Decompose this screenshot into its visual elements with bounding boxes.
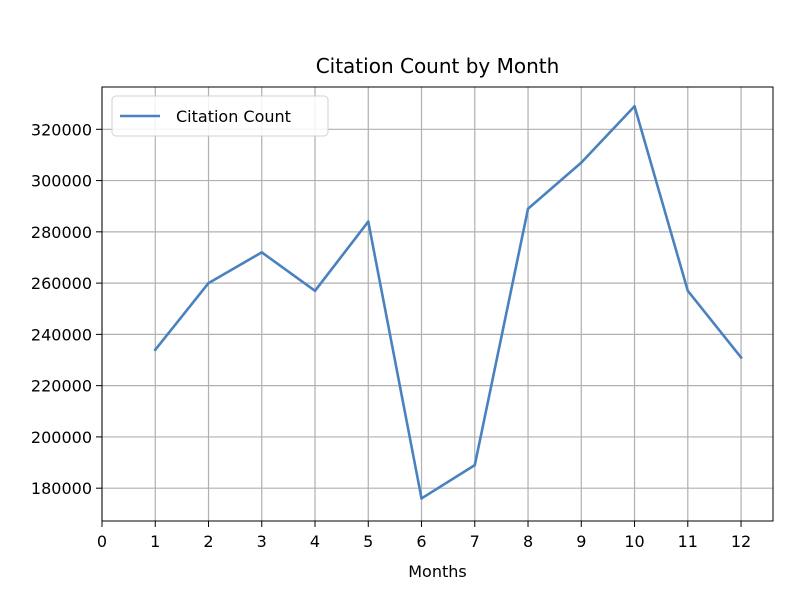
- chart-title: Citation Count by Month: [316, 54, 560, 78]
- series-line-citation-count: [153, 104, 743, 500]
- data-point: [420, 497, 423, 500]
- x-tick-label: 8: [523, 532, 533, 551]
- x-tick-label: 5: [363, 532, 373, 551]
- data-point: [739, 356, 743, 359]
- x-tick-label: 3: [257, 532, 267, 551]
- x-tick-label: 2: [203, 532, 213, 551]
- x-tick-label: 6: [416, 532, 426, 551]
- y-tick-label: 320000: [31, 120, 92, 139]
- y-tick-label: 300000: [31, 172, 92, 191]
- data-point: [207, 281, 210, 285]
- data-point: [579, 161, 583, 164]
- y-tick-label: 180000: [31, 479, 92, 498]
- data-point: [473, 463, 477, 467]
- x-tick-label: 1: [150, 532, 160, 551]
- grid-lines: [101, 87, 773, 521]
- data-point: [313, 289, 317, 293]
- x-tick-label: 10: [624, 532, 644, 551]
- y-tick-label: 280000: [31, 223, 92, 242]
- data-point: [260, 251, 264, 254]
- data-point: [633, 104, 636, 108]
- legend-box: [111, 95, 329, 137]
- series-layer: [153, 104, 743, 500]
- data-point: [366, 220, 370, 223]
- x-tick-label: 0: [97, 532, 107, 551]
- x-tick-label: 9: [576, 532, 586, 551]
- plot-area-frame: [101, 86, 774, 522]
- x-tick-label: 4: [310, 532, 320, 551]
- x-tick-label: 12: [731, 532, 751, 551]
- y-axis: 180000 200000 220000 240000 260000 280000 3000…: [31, 120, 102, 498]
- legend-label: Citation Count: [176, 107, 291, 126]
- x-axis: 0 1 2 3 4 5 6 7 8 9 10 11 12: [97, 521, 751, 551]
- x-axis-label: Months: [408, 562, 466, 581]
- y-tick-label: 220000: [31, 377, 92, 396]
- y-tick-label: 200000: [31, 428, 92, 447]
- y-tick-label: 260000: [31, 274, 92, 293]
- data-point: [153, 348, 157, 352]
- legend: Citation Count: [111, 95, 329, 137]
- data-point: [526, 207, 530, 211]
- x-tick-label: 7: [470, 532, 480, 551]
- y-tick-label: 240000: [31, 325, 92, 344]
- data-point: [686, 289, 690, 293]
- x-tick-label: 11: [678, 532, 698, 551]
